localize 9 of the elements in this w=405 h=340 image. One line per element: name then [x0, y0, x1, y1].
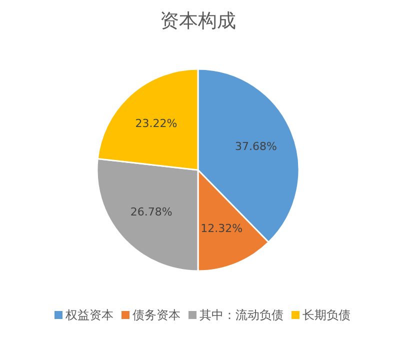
legend-label: 债务资本 [132, 308, 180, 322]
data-label: 26.78% [130, 206, 172, 219]
legend-label: 其中：流动负债 [200, 308, 284, 322]
legend-label: 长期负债 [302, 308, 350, 322]
data-label: 12.32% [200, 222, 243, 235]
chart-title: 资本构成 [160, 10, 236, 32]
data-label: 23.22% [135, 117, 178, 130]
legend-label: 权益资本 [64, 308, 114, 322]
data-label: 37.68% [235, 140, 277, 154]
